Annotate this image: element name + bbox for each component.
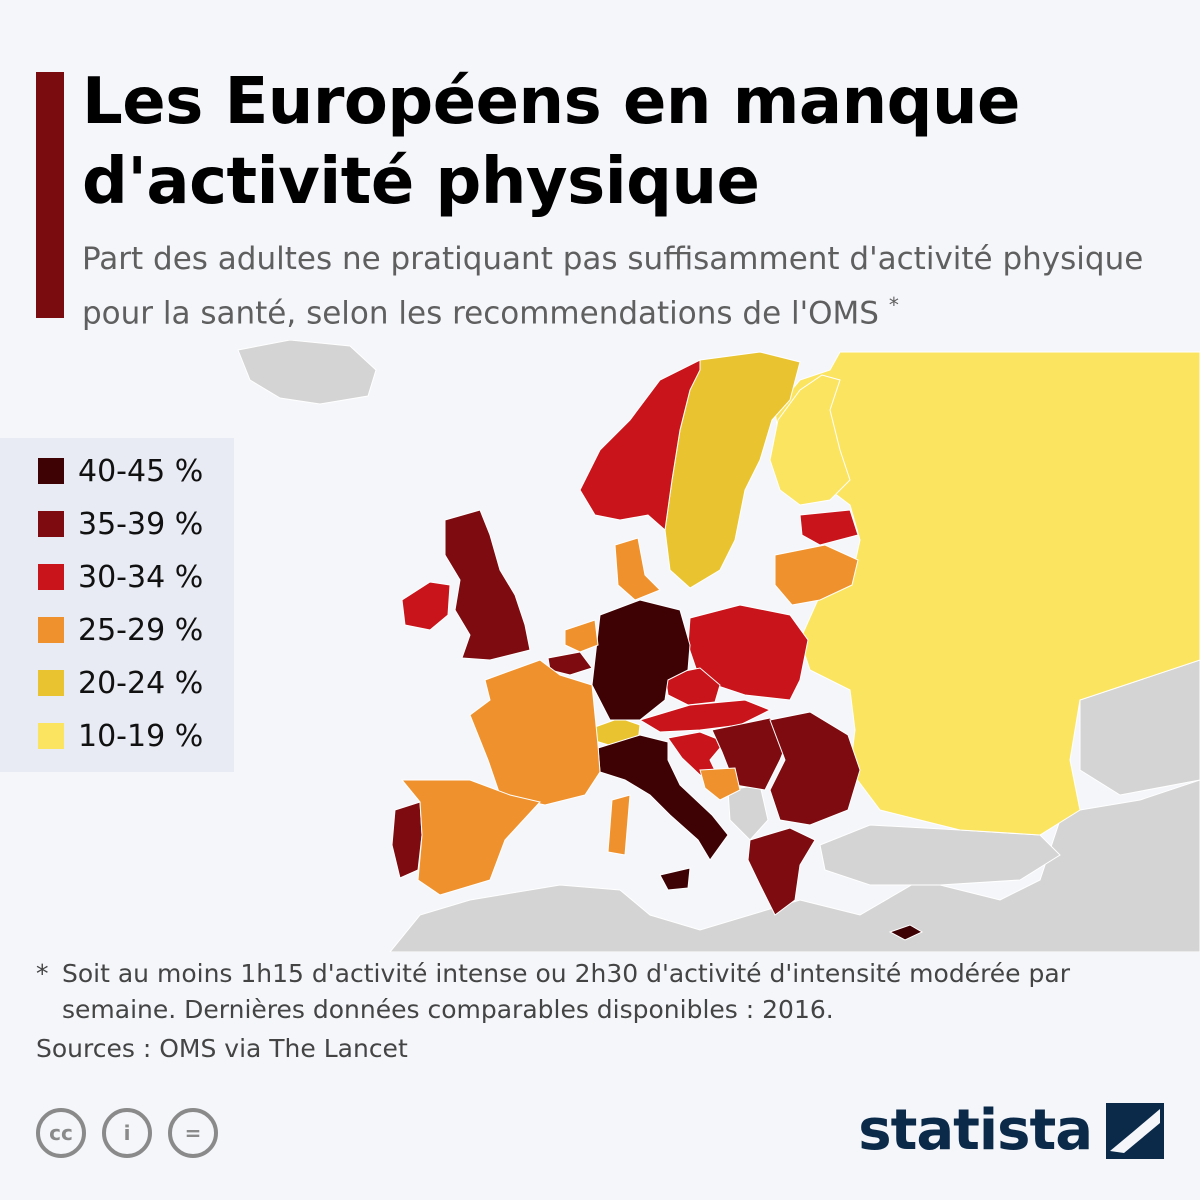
turkey (819, 824, 1061, 886)
bosnia (699, 767, 741, 801)
romania-bulgaria (769, 711, 861, 826)
finland (769, 374, 851, 506)
creative-commons-icon[interactable]: cc (36, 1108, 86, 1158)
legend-label: 40-45 % (78, 453, 204, 489)
greece (747, 827, 816, 916)
legend-item-20-24: 20-24 % (38, 665, 204, 701)
netherlands (564, 619, 599, 653)
denmark (614, 537, 661, 601)
legend-swatch (38, 564, 64, 590)
ireland (401, 581, 451, 631)
legend-item-30-34: 30-34 % (38, 559, 204, 595)
spain (400, 779, 541, 896)
footnote-asterisk: * (36, 959, 49, 988)
germany (591, 599, 691, 721)
title-accent-bar (36, 72, 64, 318)
europe-map (0, 340, 1200, 952)
legend-label: 10-19 % (78, 718, 204, 754)
legend-item-25-29: 25-29 % (38, 612, 204, 648)
legend-label: 20-24 % (78, 665, 204, 701)
poland (687, 604, 809, 701)
footnote-text: Soit au moins 1h15 d'activité intense ou… (62, 959, 1070, 1024)
brand-name: statista (858, 1098, 1093, 1163)
legend-label: 30-34 % (78, 559, 204, 595)
legend-item-35-39: 35-39 % (38, 506, 204, 542)
sicily (659, 867, 691, 891)
statista-logo[interactable]: statista (858, 1098, 1164, 1163)
subtitle-asterisk: * (888, 293, 899, 317)
legend-label: 35-39 % (78, 506, 204, 542)
license-icons: cc i = (36, 1108, 218, 1158)
legend-swatch (38, 723, 64, 749)
legend-swatch (38, 511, 64, 537)
italy (597, 734, 729, 861)
subtitle-text: Part des adultes ne pratiquant pas suffi… (82, 241, 1144, 332)
legend-item-40-45: 40-45 % (38, 453, 204, 489)
legend-swatch (38, 458, 64, 484)
statista-mark-icon (1106, 1102, 1164, 1159)
no-derivatives-icon[interactable]: = (168, 1108, 218, 1158)
czechia (664, 667, 721, 706)
page-title: Les Européens en manque d'activité physi… (82, 65, 1020, 219)
cyprus (888, 924, 924, 941)
estonia (799, 509, 859, 546)
latvia-lithuania (774, 544, 859, 606)
footnote: * Soit au moins 1h15 d'activité intense … (36, 956, 1156, 1028)
legend-label: 25-29 % (78, 612, 204, 648)
page-subtitle: Part des adultes ne pratiquant pas suffi… (82, 236, 1172, 336)
legend-swatch (38, 617, 64, 643)
portugal (391, 801, 423, 879)
corsica-sardinia (607, 794, 631, 856)
iceland (237, 340, 377, 405)
united-kingdom (444, 509, 531, 661)
legend-swatch (38, 670, 64, 696)
attribution-icon[interactable]: i (102, 1108, 152, 1158)
sources: Sources : OMS via The Lancet (36, 1034, 408, 1063)
north-africa (389, 779, 1200, 952)
france (469, 659, 601, 806)
legend: 40-45 % 35-39 % 30-34 % 25-29 % 20-24 % … (0, 438, 234, 772)
norway (579, 359, 701, 531)
austria-slovakia (638, 699, 772, 733)
legend-item-10-19: 10-19 % (38, 718, 204, 754)
